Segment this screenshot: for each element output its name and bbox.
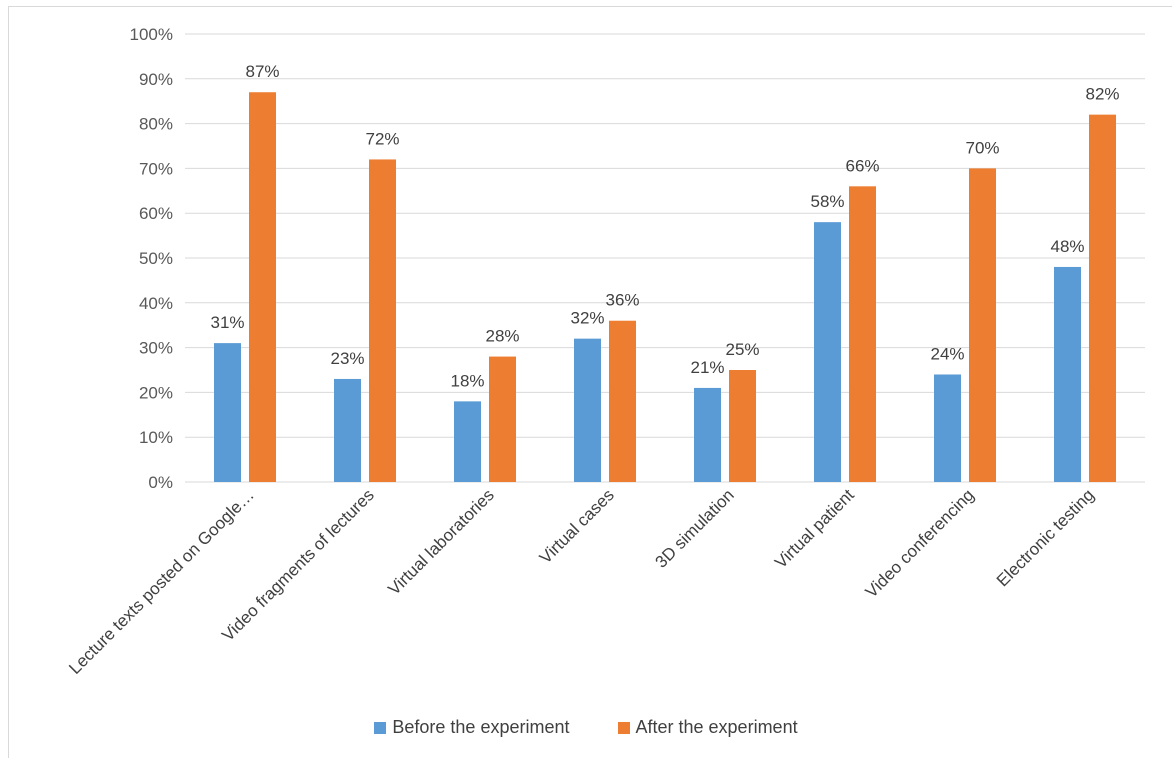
frame-border-left <box>8 6 9 758</box>
data-label: 82% <box>1085 85 1119 104</box>
y-tick-label: 20% <box>139 383 173 402</box>
bar <box>454 401 481 482</box>
y-tick-label: 0% <box>148 473 173 492</box>
bar <box>934 374 961 482</box>
bar <box>249 92 276 483</box>
category-label: Virtual laboratories <box>384 485 497 598</box>
y-tick-label: 10% <box>139 428 173 447</box>
category-label: Virtual patient <box>771 485 858 572</box>
data-label: 36% <box>605 291 639 310</box>
data-label: 72% <box>365 129 399 148</box>
bar <box>1054 266 1081 482</box>
legend-swatch-after <box>617 721 630 734</box>
category-label: Virtual cases <box>536 485 618 567</box>
legend: Before the experiment After the experime… <box>0 717 1172 738</box>
legend-item-after: After the experiment <box>617 717 798 738</box>
frame-border-top <box>8 6 1172 7</box>
bar <box>1089 114 1116 482</box>
bar <box>849 186 876 482</box>
bar <box>814 222 841 482</box>
bar <box>609 320 636 482</box>
data-label: 87% <box>245 62 279 81</box>
data-label: 32% <box>570 309 604 328</box>
category-label: 3D simulation <box>652 485 738 571</box>
bar <box>334 378 361 482</box>
y-tick-label: 60% <box>139 204 173 223</box>
bar <box>369 159 396 482</box>
category-label: Video conferencing <box>862 485 978 601</box>
bar <box>969 168 996 482</box>
bar <box>694 387 721 482</box>
legend-swatch-before <box>374 721 387 734</box>
legend-label-after: After the experiment <box>635 717 798 737</box>
data-label: 58% <box>810 192 844 211</box>
data-label: 70% <box>965 138 999 157</box>
data-label: 48% <box>1050 237 1084 256</box>
category-label: Electronic testing <box>993 485 1098 590</box>
y-tick-label: 40% <box>139 294 173 313</box>
bar <box>214 343 241 482</box>
y-tick-label: 100% <box>130 25 173 44</box>
data-label: 24% <box>930 344 964 363</box>
y-tick-label: 70% <box>139 159 173 178</box>
data-label: 28% <box>485 327 519 346</box>
legend-item-before: Before the experiment <box>374 717 570 738</box>
data-label: 25% <box>725 340 759 359</box>
bar <box>729 370 756 482</box>
data-label: 66% <box>845 156 879 175</box>
y-tick-label: 30% <box>139 339 173 358</box>
category-label: Lecture texts posted on Google… <box>65 485 258 678</box>
data-label: 21% <box>690 358 724 377</box>
bar <box>489 356 516 482</box>
data-label: 23% <box>330 349 364 368</box>
y-tick-label: 90% <box>139 70 173 89</box>
data-label: 31% <box>210 313 244 332</box>
data-label: 18% <box>450 371 484 390</box>
legend-label-before: Before the experiment <box>392 717 570 737</box>
y-tick-label: 80% <box>139 115 173 134</box>
y-tick-label: 50% <box>139 249 173 268</box>
bar <box>574 338 601 482</box>
